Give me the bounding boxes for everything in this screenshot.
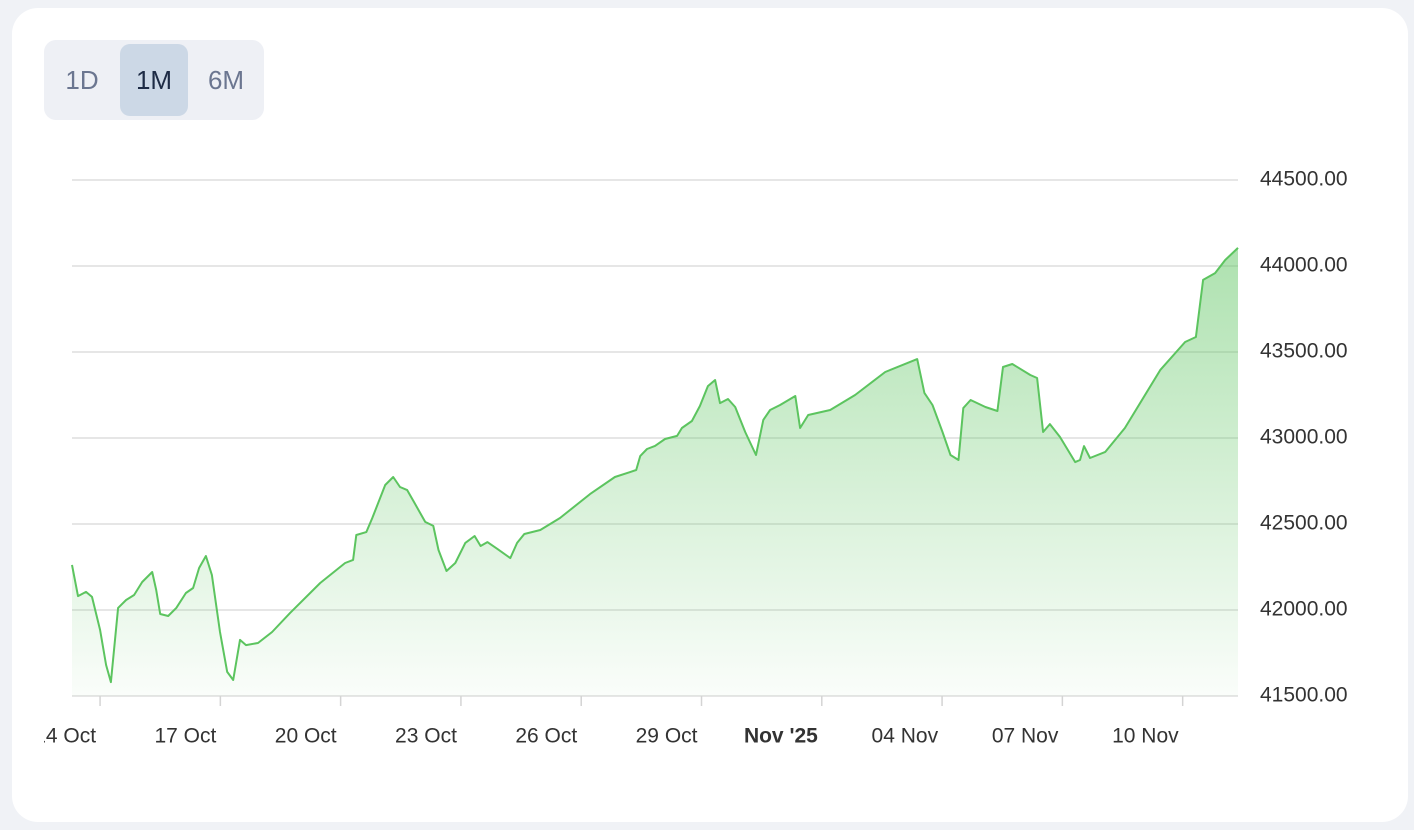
- y-tick-label: 42000.00: [1260, 598, 1348, 621]
- y-tick-label: 43000.00: [1260, 426, 1348, 449]
- range-button[interactable]: 1M: [120, 44, 188, 116]
- range-button[interactable]: 6M: [207, 64, 245, 95]
- x-tick-label: 26 Oct: [515, 725, 577, 748]
- x-tick-label: 14 Oct: [34, 725, 96, 748]
- range-selector: 1D 1M 6M: [44, 40, 264, 120]
- y-tick-label: 42500.00: [1260, 512, 1348, 535]
- x-tick-label: 10 Nov: [1112, 725, 1179, 748]
- range-button[interactable]: 1D: [65, 64, 99, 95]
- y-tick-label: 44500.00: [1260, 168, 1348, 191]
- price-line: [71, 247, 1239, 684]
- x-tick-label: 29 Oct: [636, 725, 698, 748]
- x-tick-label: 17 Oct: [154, 725, 216, 748]
- x-tick-label: Nov '25: [744, 725, 818, 748]
- area-fill: [72, 247, 1238, 696]
- x-tick-label: 20 Oct: [275, 725, 337, 748]
- y-tick-label: 44000.00: [1260, 254, 1348, 277]
- y-tick-label: 41500.00: [1260, 684, 1348, 707]
- x-tick-label: 07 Nov: [992, 725, 1059, 748]
- y-tick-label: 43500.00: [1260, 340, 1348, 363]
- x-tick-label: 04 Nov: [872, 725, 939, 748]
- x-tick-label: 23 Oct: [395, 725, 457, 748]
